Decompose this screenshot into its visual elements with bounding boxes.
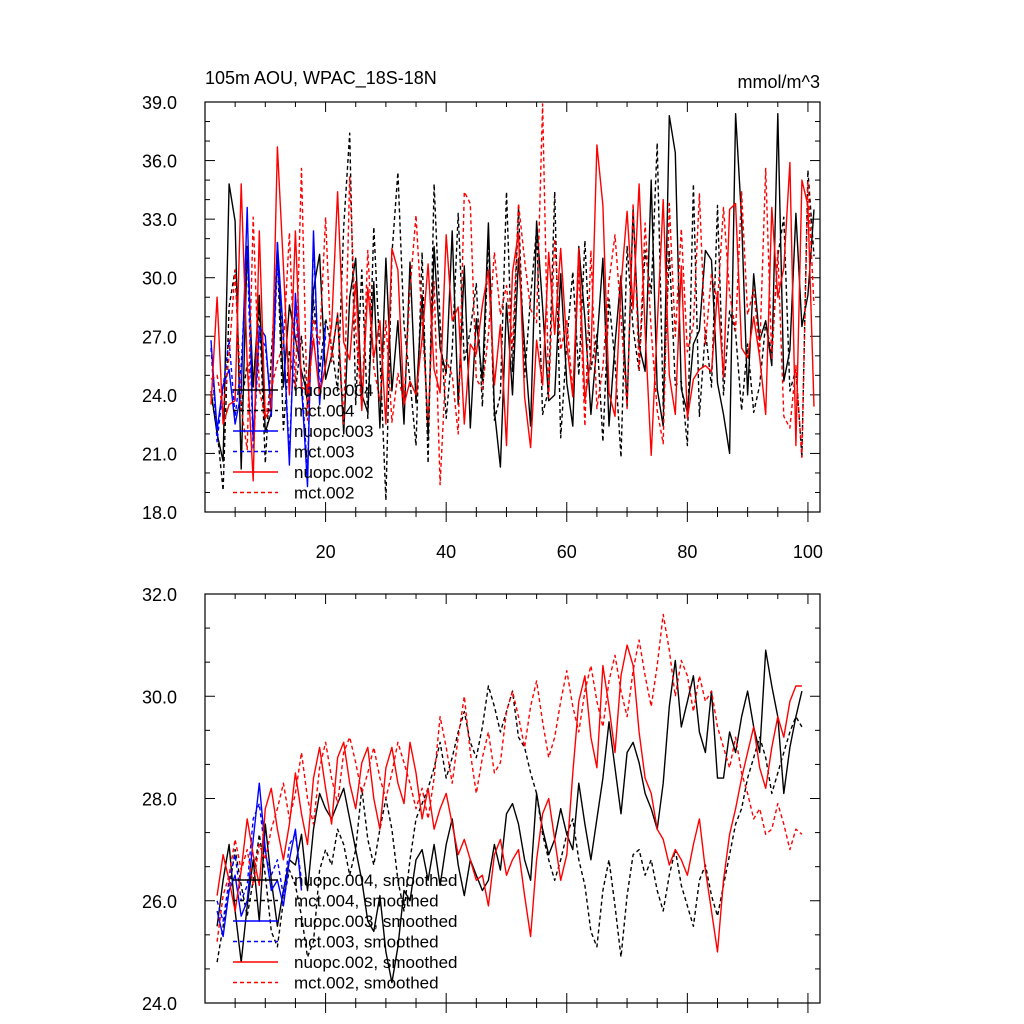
y-tick-label: 26.0 [142, 892, 177, 912]
top-panel-units: mmol/m^3 [738, 72, 820, 92]
x-tick-label: 80 [677, 542, 697, 562]
legend-label: nuopc.003, smoothed [294, 912, 458, 931]
y-tick-label: 24.0 [142, 386, 177, 406]
bottom-panel: 24.0 26.0 28.0 30.0 32.0 nuopc.004, smoothed… [142, 585, 821, 1014]
legend-label: mct.004, smoothed [294, 892, 439, 911]
bottom-panel-axes: 24.0 26.0 28.0 30.0 32.0 [142, 585, 821, 1014]
legend-label: nuopc.003 [294, 422, 373, 441]
legend-label: mct.002, smoothed [294, 974, 439, 993]
legend-label: mct.003 [294, 443, 354, 462]
legend-label: nuopc.004, smoothed [294, 871, 458, 890]
series-line-mct-004 [210, 132, 815, 501]
y-tick-label: 28.0 [142, 790, 177, 810]
top-panel-axes: 18.0 21.0 24.0 27.0 30.0 33.0 36.0 39.0 20 40 60 80… [142, 93, 823, 562]
legend-label: mct.003, smoothed [294, 933, 439, 952]
legend-label: nuopc.002 [294, 463, 373, 482]
x-tick-label: 40 [436, 542, 456, 562]
series-line-mct-002 [210, 103, 815, 486]
y-tick-label: 36.0 [142, 152, 177, 172]
plot-frame [204, 101, 821, 513]
top-panel: 105m AOU, WPAC_18S-18N mmol/m^3 18.0 21.0… [142, 68, 823, 562]
x-tick-label: 60 [557, 542, 577, 562]
series-line-nuopc-004-smoothed [216, 649, 803, 984]
legend-label: nuopc.004 [294, 381, 373, 400]
series-line-mct-003-smoothed [216, 802, 303, 922]
series-line-nuopc-002-smoothed [216, 644, 802, 953]
y-tick-label: 27.0 [142, 327, 177, 347]
y-tick-label: 32.0 [142, 585, 177, 605]
y-tick-label: 21.0 [142, 444, 177, 464]
legend-label: nuopc.002, smoothed [294, 953, 458, 972]
y-tick-label: 30.0 [142, 687, 177, 707]
x-tick-label: 100 [793, 542, 823, 562]
y-tick-label: 39.0 [142, 93, 177, 113]
series-line-mct-002-smoothed [216, 613, 803, 942]
series-line-nuopc-003-smoothed [216, 782, 303, 938]
y-tick-label: 30.0 [142, 269, 177, 289]
y-tick-label: 24.0 [142, 994, 177, 1014]
top-panel-series [210, 103, 815, 501]
x-tick-label: 20 [316, 542, 336, 562]
top-panel-title: 105m AOU, WPAC_18S-18N [205, 68, 437, 89]
legend-label: mct.004 [294, 402, 354, 421]
bottom-panel-series [216, 613, 803, 984]
series-line-nuopc-003 [210, 206, 327, 488]
y-tick-label: 33.0 [142, 210, 177, 230]
y-tick-label: 18.0 [142, 503, 177, 523]
legend-label: mct.002 [294, 484, 354, 503]
